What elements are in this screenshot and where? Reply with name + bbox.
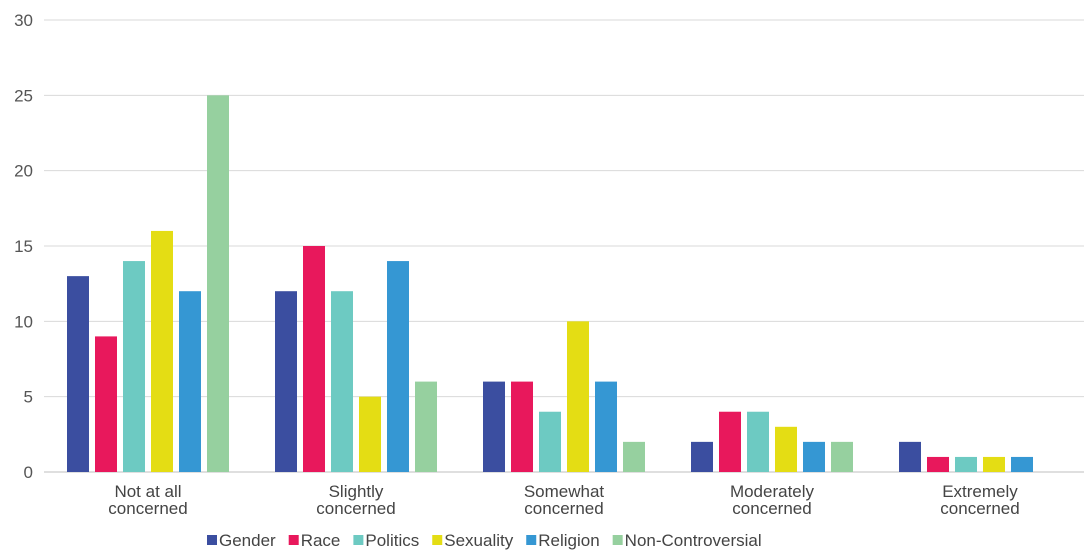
legend-swatch-politics <box>353 535 364 545</box>
bar-gender-4 <box>899 441 921 472</box>
bar-race-2 <box>511 381 533 472</box>
y-tick-label: 25 <box>14 86 33 105</box>
bar-gender-1 <box>275 291 297 472</box>
y-tick-label: 0 <box>24 463 33 482</box>
bar-religion-0 <box>179 291 201 472</box>
category-label: concerned <box>732 499 811 518</box>
category-label: Slightly <box>329 482 384 501</box>
bar-gender-3 <box>691 441 713 472</box>
legend-label: Sexuality <box>444 531 513 550</box>
category-label: concerned <box>940 499 1019 518</box>
bar-sexuality-3 <box>775 426 797 472</box>
legend: Gender Race Politics Sexuality Religion Non-C… <box>207 531 762 550</box>
bar-religion-2 <box>595 381 617 472</box>
legend-swatch-sexuality <box>432 535 443 545</box>
bar-gender-2 <box>483 381 505 472</box>
legend-swatch-gender <box>207 535 217 545</box>
bar-politics-2 <box>539 411 561 472</box>
x-axis-labels: Not at allconcernedSlightlyconcernedSome… <box>108 482 1019 518</box>
y-axis-ticks: 0 5 10 15 20 25 30 <box>14 11 33 482</box>
legend-swatch-religion <box>526 535 537 545</box>
bar-politics-3 <box>747 411 769 472</box>
y-tick-label: 5 <box>24 388 33 407</box>
bar-sexuality-1 <box>359 396 381 472</box>
y-tick-label: 10 <box>14 312 33 331</box>
bar-politics-4 <box>955 456 977 472</box>
bar-politics-0 <box>123 261 145 472</box>
bar-non-controversial-0 <box>207 95 229 472</box>
bar-religion-1 <box>387 261 409 472</box>
bar-non-controversial-1 <box>415 381 437 472</box>
legend-label: Gender <box>219 531 276 550</box>
bar-race-0 <box>95 336 117 472</box>
category-label: concerned <box>316 499 395 518</box>
bar-sexuality-0 <box>151 230 173 472</box>
bar-sexuality-2 <box>567 321 589 472</box>
legend-label: Non-Controversial <box>625 531 762 550</box>
bar-non-controversial-3 <box>831 441 853 472</box>
category-label: concerned <box>524 499 603 518</box>
bar-politics-1 <box>331 291 353 472</box>
legend-label: Race <box>301 531 341 550</box>
bar-race-4 <box>927 456 949 472</box>
legend-swatch-non-controversial <box>612 535 623 545</box>
category-label: Not at all <box>114 482 181 501</box>
bar-religion-4 <box>1011 456 1033 472</box>
bars <box>67 95 1033 472</box>
y-tick-label: 20 <box>14 162 33 181</box>
bar-sexuality-4 <box>983 456 1005 472</box>
y-tick-label: 15 <box>14 237 33 256</box>
bar-race-3 <box>719 411 741 472</box>
legend-swatch-race <box>288 535 299 545</box>
category-label: Moderately <box>730 482 815 501</box>
category-label: Extremely <box>942 482 1018 501</box>
category-label: concerned <box>108 499 187 518</box>
category-label: Somewhat <box>524 482 605 501</box>
bar-gender-0 <box>67 276 89 472</box>
bar-race-1 <box>303 246 325 472</box>
legend-label: Religion <box>538 531 599 550</box>
bar-religion-3 <box>803 441 825 472</box>
y-tick-label: 30 <box>14 11 33 30</box>
bar-non-controversial-2 <box>623 441 645 472</box>
legend-label: Politics <box>365 531 419 550</box>
